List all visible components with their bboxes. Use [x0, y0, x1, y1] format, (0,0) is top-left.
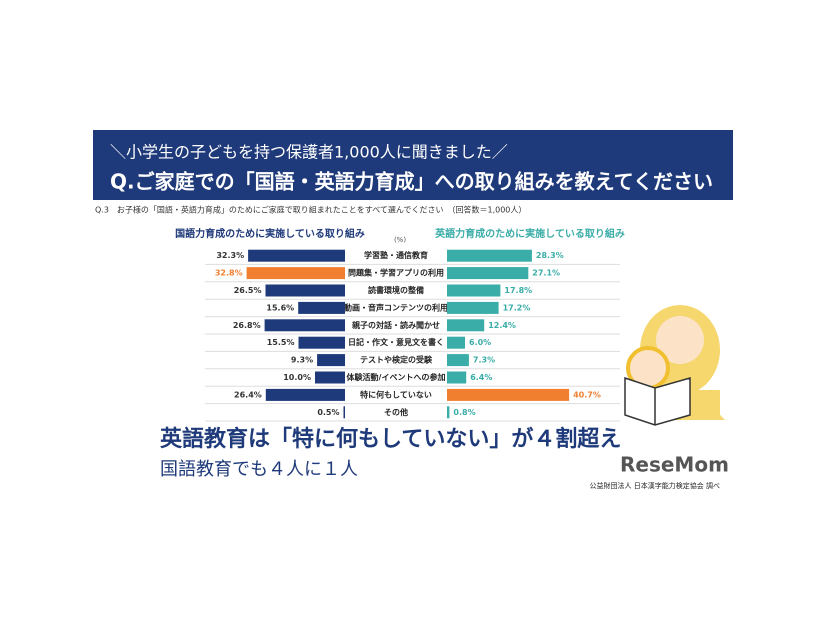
value-label: 0.5%	[317, 408, 339, 417]
bar-left	[343, 406, 345, 419]
bar-right	[447, 336, 465, 349]
value-label: 7.3%	[473, 356, 495, 365]
value-label: 40.7%	[573, 390, 601, 399]
value-label: 0.8%	[453, 408, 475, 417]
bar-left	[246, 267, 345, 280]
category-label: 学習塾・通信教育	[364, 250, 428, 260]
bar-left	[248, 249, 345, 262]
category-label: その他	[384, 407, 408, 417]
value-label: 26.8%	[233, 321, 261, 330]
value-label: 15.5%	[267, 338, 295, 347]
value-label: 12.4%	[488, 321, 516, 330]
bar-right	[447, 406, 450, 419]
header-box	[93, 130, 733, 200]
bar-left	[265, 388, 345, 401]
bar-right	[447, 319, 485, 332]
headline: 英語教育は「特に何もしていない」が４割超え	[160, 426, 621, 452]
category-label: 特に何もしていない	[360, 389, 432, 399]
unit: (%)	[394, 236, 406, 244]
bar-right	[447, 249, 532, 262]
value-label: 9.3%	[291, 356, 313, 365]
category-label: 親子の対話・読み聞かせ	[352, 320, 440, 330]
bar-right	[447, 354, 469, 367]
value-label: 26.4%	[234, 390, 262, 399]
value-label: 17.8%	[504, 286, 532, 295]
value-label: 6.4%	[470, 373, 492, 382]
legend-left: 国語力育成のために実施している取り組み	[175, 227, 365, 240]
title: Q.ご家庭での「国語・英語力育成」への取り組みを教えてください	[110, 170, 713, 194]
category-label: 体験活動/イベントへの参加	[347, 372, 446, 382]
logo: ReseMom	[620, 453, 729, 477]
bar-right	[447, 267, 529, 280]
bar-right	[447, 388, 570, 401]
bar-left	[264, 319, 345, 332]
category-label: 日記・作文・意見文を書く	[348, 337, 444, 347]
category-label: テストや検定の受験	[360, 355, 433, 365]
bar-left	[298, 336, 345, 349]
legend-right: 英語力育成のために実施している取り組み	[434, 227, 625, 240]
bar-left	[298, 301, 345, 314]
subtitle: ＼小学生の子どもを持つ保護者1,000人に聞きました／	[110, 143, 508, 162]
value-label: 6.0%	[469, 338, 491, 347]
category-label: 問題集・学習アプリの利用	[348, 268, 444, 278]
source: 公益財団法人 日本漢字能力検定協会 調べ	[590, 481, 720, 490]
value-label: 32.8%	[215, 269, 243, 278]
value-label: 10.0%	[283, 373, 311, 382]
value-label: 32.3%	[216, 251, 244, 260]
bar-right	[447, 371, 467, 384]
note: Q.3 お子様の「国語・英語力育成」のためにご家庭で取り組まれたことをすべて選ん…	[95, 205, 526, 215]
bar-left	[265, 284, 345, 297]
category-label: 読書環境の整備	[368, 285, 424, 295]
value-label: 17.2%	[503, 303, 531, 312]
bar-left	[315, 371, 345, 384]
value-label: 15.6%	[266, 303, 294, 312]
value-label: 26.5%	[234, 286, 262, 295]
bar-right	[447, 284, 501, 297]
value-label: 27.1%	[532, 269, 560, 278]
bar-left	[317, 354, 345, 367]
category-label: 動画・音声コンテンツの利用	[344, 302, 448, 312]
bar-right	[447, 301, 499, 314]
illustration	[624, 305, 725, 426]
value-label: 28.3%	[536, 251, 564, 260]
subheadline: 国語教育でも４人に１人	[160, 459, 358, 480]
